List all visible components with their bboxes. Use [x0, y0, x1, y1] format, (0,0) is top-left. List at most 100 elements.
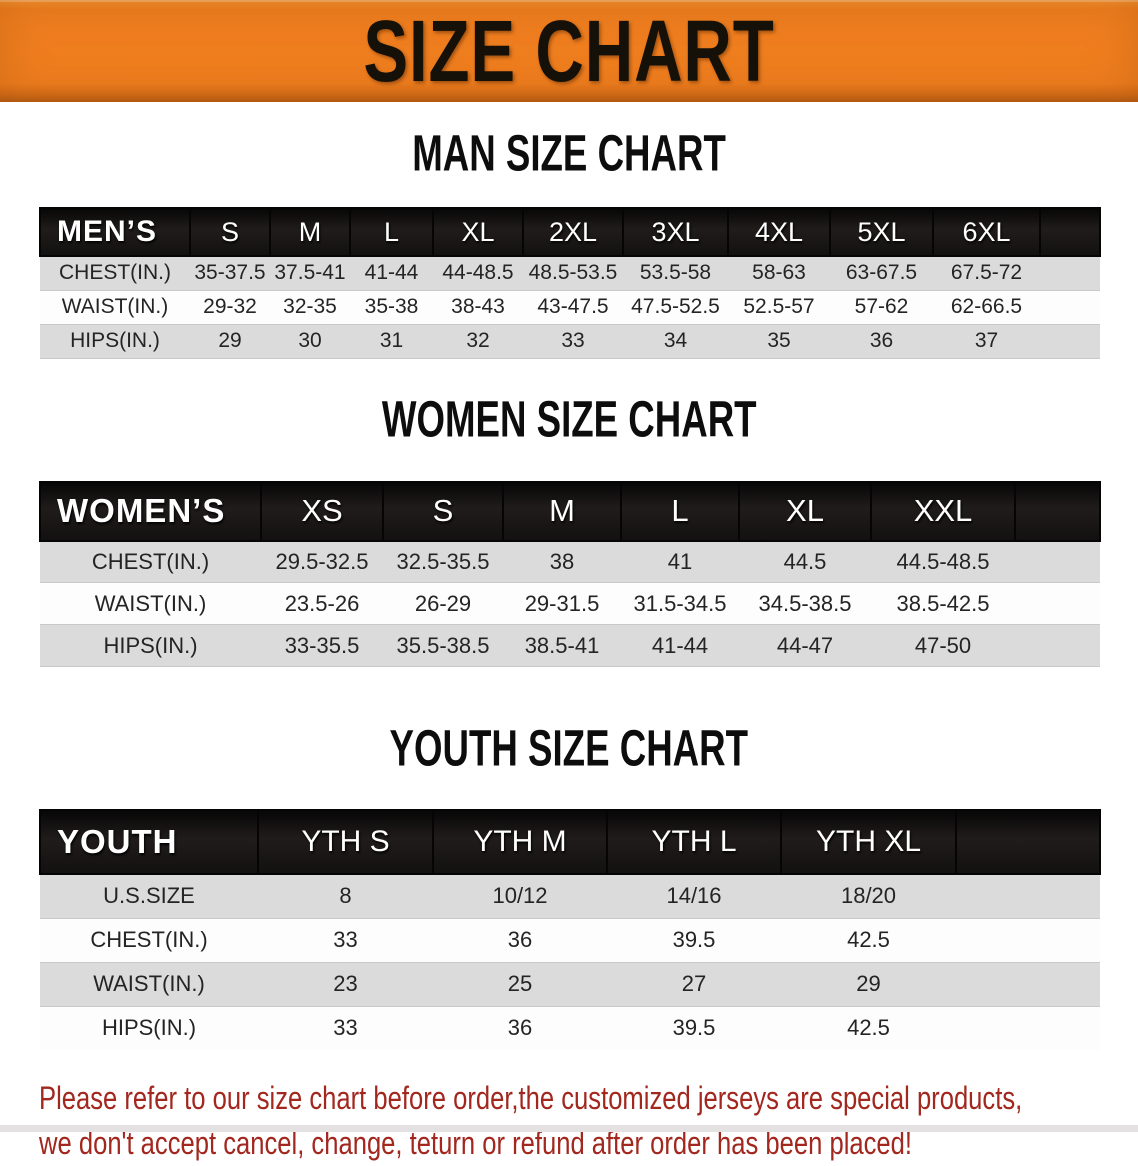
men-cell-0-8: 67.5-72: [950, 261, 1023, 285]
men-section-heading: MAN SIZE CHART: [0, 123, 1138, 190]
men-row-label-2: HIPS(IN.): [70, 329, 160, 352]
youth-cell-3-3: 42.5: [847, 1015, 890, 1041]
youth-section-heading: YOUTH SIZE CHART: [0, 718, 1138, 785]
youth-size-column-1: YTH M: [432, 809, 608, 875]
youth-cell-2-1: 25: [507, 971, 533, 996]
youth-header-row: YOUTH YTH S YTH M YTH L YTH XL: [39, 809, 1101, 875]
youth-row-spacer-0: [956, 874, 1100, 918]
women-row-spacer-1: [1015, 583, 1100, 625]
women-row-label-2: HIPS(IN.): [103, 632, 198, 658]
women-cell-1-2: 29-31.5: [524, 590, 600, 616]
women-cell-2-1: 35.5-38.5: [396, 632, 490, 658]
men-cell-1-7: 57-62: [854, 295, 909, 318]
men-cell-2-7: 36: [869, 329, 894, 352]
women-cell-1-1: 26-29: [414, 590, 472, 616]
women-size-column-4: XL: [738, 480, 872, 542]
men-cell-0-3: 44-48.5: [442, 261, 514, 285]
youth-cell-1-1: 36: [507, 927, 533, 952]
men-cell-2-2: 31: [379, 329, 404, 352]
men-row-label-1: WAIST(IN.): [61, 295, 169, 318]
men-row-spacer-0: [1040, 256, 1100, 290]
men-cell-1-4: 43-47.5: [537, 295, 609, 318]
men-cell-0-2: 41-44: [364, 261, 419, 285]
women-size-column-0: XS: [260, 480, 384, 542]
men-size-column-1: M: [269, 207, 351, 257]
men-cell-2-0: 29: [218, 329, 242, 352]
men-cell-1-6: 52.5-57: [743, 295, 815, 318]
men-size-column-3: XL: [432, 207, 524, 257]
youth-data-row-2: WAIST(IN.) 23 25 27 29: [40, 962, 1100, 1006]
men-section-heading-text: MAN SIZE CHART: [412, 123, 726, 182]
order-disclaimer: Please refer to our size chart before or…: [39, 1076, 1138, 1166]
men-cell-0-1: 37.5-41: [274, 261, 346, 285]
youth-size-column-3: YTH XL: [780, 809, 957, 875]
men-size-column-7: 5XL: [829, 207, 934, 257]
women-row-label-1: WAIST(IN.): [94, 590, 207, 616]
youth-data-row-1: CHEST(IN.) 33 36 39.5 42.5: [40, 918, 1100, 962]
women-data-row-2: HIPS(IN.) 33-35.5 35.5-38.5 38.5-41 41-44 44-…: [40, 624, 1100, 667]
men-cell-2-3: 32: [466, 329, 490, 352]
youth-cell-0-2: 14/16: [666, 883, 722, 909]
youth-row-spacer-1: [956, 918, 1100, 962]
men-row-spacer-1: [1040, 290, 1100, 324]
women-header-row: WOMEN’S XS S M L XL XXL: [39, 480, 1101, 542]
men-cell-2-5: 34: [663, 329, 688, 352]
women-cell-2-5: 47-50: [914, 632, 972, 658]
women-section-heading-text: WOMEN SIZE CHART: [381, 389, 757, 447]
men-cell-0-7: 63-67.5: [845, 261, 918, 285]
men-cell-1-5: 47.5-52.5: [631, 295, 720, 318]
women-corner-label: WOMEN’S: [39, 480, 262, 542]
youth-data-row-3: HIPS(IN.) 33 36 39.5 42.5: [40, 1006, 1100, 1050]
youth-cell-1-0: 33: [333, 927, 358, 952]
men-size-column-2: L: [349, 207, 434, 257]
women-size-column-1: S: [382, 480, 504, 542]
youth-cell-1-3: 42.5: [847, 927, 890, 952]
women-cell-2-4: 44-47: [776, 632, 834, 658]
youth-cell-2-0: 23: [333, 971, 358, 996]
size-chart-banner: SIZE CHART: [0, 0, 1138, 102]
youth-size-column-0: YTH S: [257, 809, 434, 875]
women-size-column-2: M: [502, 480, 622, 542]
men-cell-2-8: 37: [974, 329, 999, 352]
women-cell-0-5: 44.5-48.5: [896, 548, 990, 574]
women-size-column-5: XXL: [870, 480, 1016, 542]
women-cell-0-0: 29.5-32.5: [275, 548, 369, 574]
bottom-edge-strip: [0, 1125, 1138, 1132]
youth-row-label-2: WAIST(IN.): [93, 971, 205, 996]
youth-row-spacer-3: [956, 1006, 1100, 1050]
women-size-table: WOMEN’S XS S M L XL XXL CHEST(IN.) 29.5-32.5 32.…: [39, 480, 1101, 668]
youth-size-column-2: YTH L: [606, 809, 782, 875]
men-row-spacer-2: [1040, 324, 1100, 358]
youth-corner-label: YOUTH: [39, 809, 259, 875]
women-data-row-0: CHEST(IN.) 29.5-32.5 32.5-35.5 38 41 44.5 44.5…: [40, 540, 1100, 583]
men-cell-2-4: 33: [561, 329, 585, 352]
women-cell-2-2: 38.5-41: [524, 632, 600, 658]
men-cell-2-1: 30: [298, 329, 322, 352]
youth-cell-1-2: 39.5: [672, 927, 716, 952]
women-cell-2-3: 41-44: [651, 632, 709, 658]
men-cell-0-0: 35-37.5: [194, 261, 266, 285]
women-cell-1-5: 38.5-42.5: [896, 590, 990, 616]
women-data-row-1: WAIST(IN.) 23.5-26 26-29 29-31.5 31.5-34.5 34…: [40, 582, 1100, 625]
women-header-spacer: [1015, 480, 1101, 542]
men-cell-2-6: 35: [767, 329, 791, 352]
women-cell-1-3: 31.5-34.5: [633, 590, 727, 616]
youth-row-label-0: U.S.SIZE: [103, 883, 195, 909]
women-cell-0-3: 41: [667, 548, 693, 574]
men-row-label-0: CHEST(IN.): [59, 261, 171, 285]
men-cell-1-2: 35-38: [364, 295, 419, 318]
youth-cell-2-2: 27: [681, 971, 707, 996]
youth-section-heading-text: YOUTH SIZE CHART: [389, 718, 749, 777]
women-cell-0-2: 38: [549, 548, 575, 574]
youth-cell-0-0: 8: [339, 883, 352, 909]
men-data-row-2: HIPS(IN.) 29 30 31 32 33 34 35 36 37: [40, 324, 1100, 358]
youth-cell-0-3: 18/20: [840, 883, 897, 909]
men-size-column-8: 6XL: [932, 207, 1041, 257]
men-cell-1-0: 29-32: [203, 295, 257, 318]
men-cell-0-5: 53.5-58: [639, 261, 712, 285]
youth-header-spacer: [956, 809, 1101, 875]
men-cell-0-4: 48.5-53.5: [528, 261, 618, 285]
women-row-spacer-2: [1015, 625, 1100, 667]
men-size-table: MEN’S S M L XL 2XL 3XL 4XL 5XL 6XL CHEST(IN.) 35-3…: [39, 207, 1101, 359]
youth-size-table: YOUTH YTH S YTH M YTH L YTH XL U.S.SIZE 8 10/1…: [39, 809, 1101, 1050]
